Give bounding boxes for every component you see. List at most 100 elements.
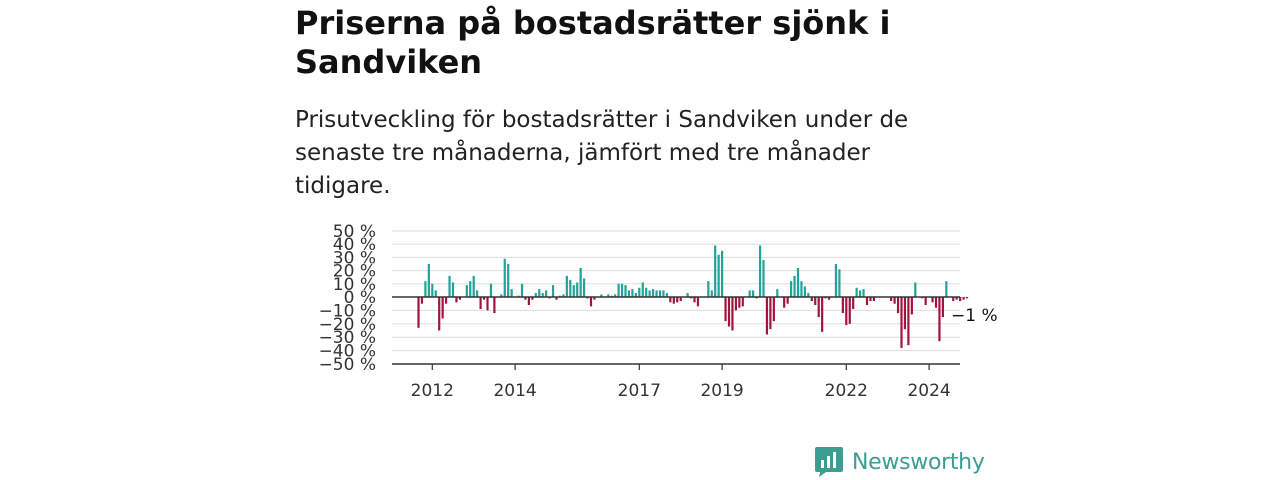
- bar: [572, 285, 575, 297]
- bar: [565, 275, 568, 297]
- bar: [769, 297, 772, 330]
- bar: [555, 297, 558, 300]
- bar: [872, 297, 875, 302]
- bar: [641, 282, 644, 297]
- bar: [765, 297, 769, 335]
- bar: [669, 297, 672, 303]
- bar: [938, 297, 941, 342]
- bar: [707, 281, 710, 297]
- bar: [934, 297, 938, 308]
- bar: [717, 254, 720, 297]
- bar: [620, 283, 624, 297]
- bar: [652, 289, 655, 297]
- bar: [424, 281, 427, 297]
- y-tick-label: −40 %: [319, 342, 376, 362]
- bar: [507, 264, 510, 297]
- bar: [617, 283, 620, 297]
- bar: [576, 282, 579, 297]
- x-tick-label: 2022: [825, 381, 868, 401]
- bar: [800, 281, 803, 297]
- bar: [614, 294, 617, 297]
- bar: [510, 289, 513, 297]
- bar: [762, 260, 765, 297]
- bar: [952, 297, 955, 302]
- y-tick-label: 30 %: [333, 248, 376, 268]
- bar: [524, 297, 527, 300]
- y-tick-label: 40 %: [333, 235, 376, 255]
- bar: [672, 297, 675, 304]
- bar: [417, 297, 420, 328]
- bar: [907, 297, 910, 346]
- bar: [427, 264, 430, 297]
- bar: [962, 297, 965, 300]
- bar: [931, 297, 934, 303]
- bar: [859, 290, 862, 297]
- y-tick-label: 50 %: [333, 222, 376, 242]
- bar: [420, 297, 424, 304]
- bar: [827, 297, 831, 300]
- bar: [710, 290, 713, 297]
- y-tick-label: 0 %: [344, 288, 376, 308]
- bar: [903, 297, 907, 330]
- brand-logo: Newsworthy: [814, 446, 985, 478]
- bar: [848, 297, 851, 324]
- bar: [865, 297, 869, 306]
- x-tick-label: 2017: [618, 381, 661, 401]
- bar: [648, 290, 651, 297]
- bar: [796, 267, 800, 297]
- bar: [758, 245, 762, 297]
- bar: [845, 297, 848, 326]
- bar: [945, 281, 948, 297]
- y-tick-label: 20 %: [333, 262, 376, 282]
- bar: [807, 293, 810, 297]
- bar: [469, 281, 472, 297]
- x-tick-label: 2014: [493, 381, 536, 401]
- bar: [924, 297, 927, 306]
- bar: [634, 293, 637, 297]
- bar: [458, 297, 461, 300]
- bar: [593, 297, 596, 300]
- bar: [959, 297, 962, 302]
- bar: [476, 290, 479, 297]
- bar: [900, 297, 903, 348]
- bar: [734, 297, 737, 311]
- bar: [803, 286, 806, 297]
- bar: [727, 297, 731, 327]
- y-tick-label: 10 %: [333, 275, 376, 295]
- bar: [658, 290, 662, 297]
- bar: [772, 297, 775, 322]
- bar: [686, 293, 689, 297]
- last-value-label: −1 %: [951, 306, 998, 326]
- bar: [583, 278, 586, 297]
- bar: [579, 267, 582, 297]
- bar: [724, 297, 727, 322]
- bar: [482, 297, 486, 300]
- y-tick-label: −50 %: [319, 355, 376, 375]
- y-tick-label: −30 %: [319, 328, 376, 348]
- chart-title: Priserna på bostadsrätter sjönk i Sandvi…: [295, 4, 891, 81]
- chart-subtitle: Prisutveckling för bostadsrätter i Sandv…: [295, 107, 909, 199]
- bar: [852, 297, 855, 310]
- y-tick-label: −20 %: [319, 315, 376, 335]
- bar: [503, 258, 506, 297]
- bar: [538, 289, 541, 297]
- bar: [738, 297, 741, 308]
- bar: [821, 297, 824, 332]
- bar: [448, 275, 451, 297]
- bar: [445, 297, 448, 304]
- bar: [662, 290, 665, 297]
- bar: [607, 294, 610, 297]
- bar: [910, 297, 913, 315]
- x-tick-label: 2012: [411, 381, 454, 401]
- bar: [752, 290, 755, 297]
- bar: [793, 275, 796, 297]
- bar: [679, 297, 682, 302]
- bar: [531, 297, 534, 300]
- bar: [741, 297, 744, 307]
- bar: [693, 297, 696, 303]
- bar: [941, 297, 944, 318]
- bar: [790, 281, 793, 297]
- bar: [624, 285, 627, 297]
- bar: [441, 297, 444, 319]
